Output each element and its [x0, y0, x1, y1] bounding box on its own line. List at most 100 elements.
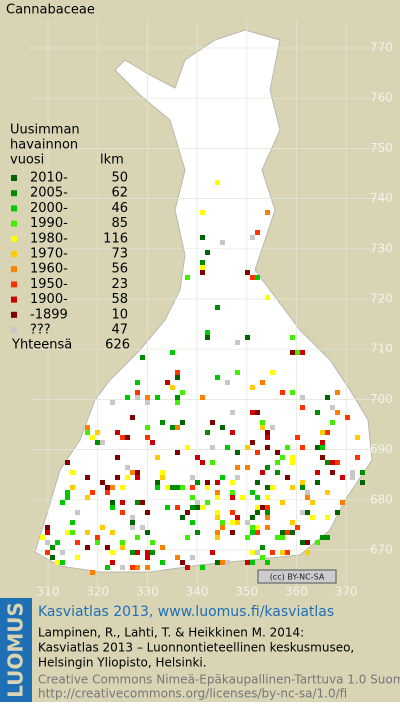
- northing-label: 730: [370, 241, 393, 255]
- record-square: [315, 480, 320, 485]
- record-square: [285, 550, 290, 555]
- record-square: [230, 410, 235, 415]
- record-square: [320, 535, 325, 540]
- record-square: [245, 535, 250, 540]
- record-square: [135, 475, 140, 480]
- record-square: [220, 560, 225, 565]
- legend-swatch: [11, 281, 17, 288]
- record-square: [135, 500, 140, 505]
- record-square: [205, 500, 210, 505]
- record-square: [160, 560, 165, 565]
- legend-count: 116: [103, 231, 128, 246]
- record-square: [260, 470, 265, 475]
- record-square: [325, 460, 330, 465]
- legend-label: 1960-: [30, 262, 68, 277]
- legend-swatch: [11, 296, 17, 303]
- record-square: [165, 505, 170, 510]
- record-square: [175, 450, 180, 455]
- easting-label: 340: [186, 585, 209, 599]
- record-square: [265, 510, 270, 515]
- record-square: [320, 455, 325, 460]
- record-square: [120, 565, 125, 570]
- record-square: [270, 485, 275, 490]
- record-square: [110, 500, 115, 505]
- record-square: [280, 530, 285, 535]
- record-square: [255, 530, 260, 535]
- record-square: [60, 560, 65, 565]
- record-square: [215, 480, 220, 485]
- record-square: [205, 250, 210, 255]
- record-square: [145, 530, 150, 535]
- finland-map: [34, 29, 373, 573]
- record-square: [60, 550, 65, 555]
- record-square: [280, 550, 285, 555]
- record-square: [45, 525, 50, 530]
- record-square: [230, 510, 235, 515]
- record-square: [235, 515, 240, 520]
- record-square: [40, 535, 45, 540]
- record-square: [65, 530, 70, 535]
- record-square: [190, 485, 195, 490]
- record-square: [255, 505, 260, 510]
- easting-label: 370: [335, 585, 358, 599]
- record-square: [250, 440, 255, 445]
- record-square: [195, 455, 200, 460]
- record-square: [280, 455, 285, 460]
- record-square: [300, 485, 305, 490]
- legend-swatch: [11, 251, 17, 257]
- record-square: [100, 525, 105, 530]
- map-title: Cannabaceae: [6, 3, 95, 18]
- record-square: [110, 530, 115, 535]
- record-square: [305, 490, 310, 495]
- record-square: [215, 510, 220, 515]
- record-square: [170, 385, 175, 390]
- record-square: [250, 385, 255, 390]
- record-square: [255, 230, 260, 235]
- record-square: [155, 395, 160, 400]
- record-square: [210, 550, 215, 555]
- record-square: [95, 440, 100, 445]
- record-square: [320, 430, 325, 435]
- record-square: [230, 530, 235, 535]
- record-square: [300, 540, 305, 545]
- record-square: [180, 485, 185, 490]
- record-square: [210, 445, 215, 450]
- record-square: [245, 520, 250, 525]
- easting-label: 330: [136, 585, 159, 599]
- record-square: [140, 500, 145, 505]
- record-square: [250, 550, 255, 555]
- record-square: [190, 495, 195, 500]
- record-square: [250, 530, 255, 535]
- license-text: http://creativecommons.org/licenses/by-n…: [38, 687, 347, 701]
- record-square: [210, 460, 215, 465]
- record-square: [360, 480, 365, 485]
- record-square: [240, 495, 245, 500]
- northing-label: 680: [370, 492, 393, 506]
- record-square: [95, 535, 100, 540]
- record-square: [135, 395, 140, 400]
- record-square: [355, 455, 360, 460]
- northing-label: 690: [370, 442, 393, 456]
- record-square: [115, 455, 120, 460]
- record-square: [270, 550, 275, 555]
- record-square: [130, 550, 135, 555]
- record-square: [255, 510, 260, 515]
- record-square: [340, 475, 345, 480]
- record-square: [70, 520, 75, 525]
- easting-label: 350: [235, 585, 258, 599]
- record-square: [325, 395, 330, 400]
- record-square: [120, 485, 125, 490]
- record-square: [85, 495, 90, 500]
- record-square: [290, 350, 295, 355]
- record-square: [120, 500, 125, 505]
- record-square: [125, 475, 130, 480]
- record-square: [225, 445, 230, 450]
- record-square: [55, 540, 60, 545]
- record-square: [120, 545, 125, 550]
- record-square: [130, 520, 135, 525]
- record-square: [205, 335, 210, 340]
- record-square: [280, 390, 285, 395]
- record-square: [160, 545, 165, 550]
- record-square: [330, 420, 335, 425]
- record-square: [175, 395, 180, 400]
